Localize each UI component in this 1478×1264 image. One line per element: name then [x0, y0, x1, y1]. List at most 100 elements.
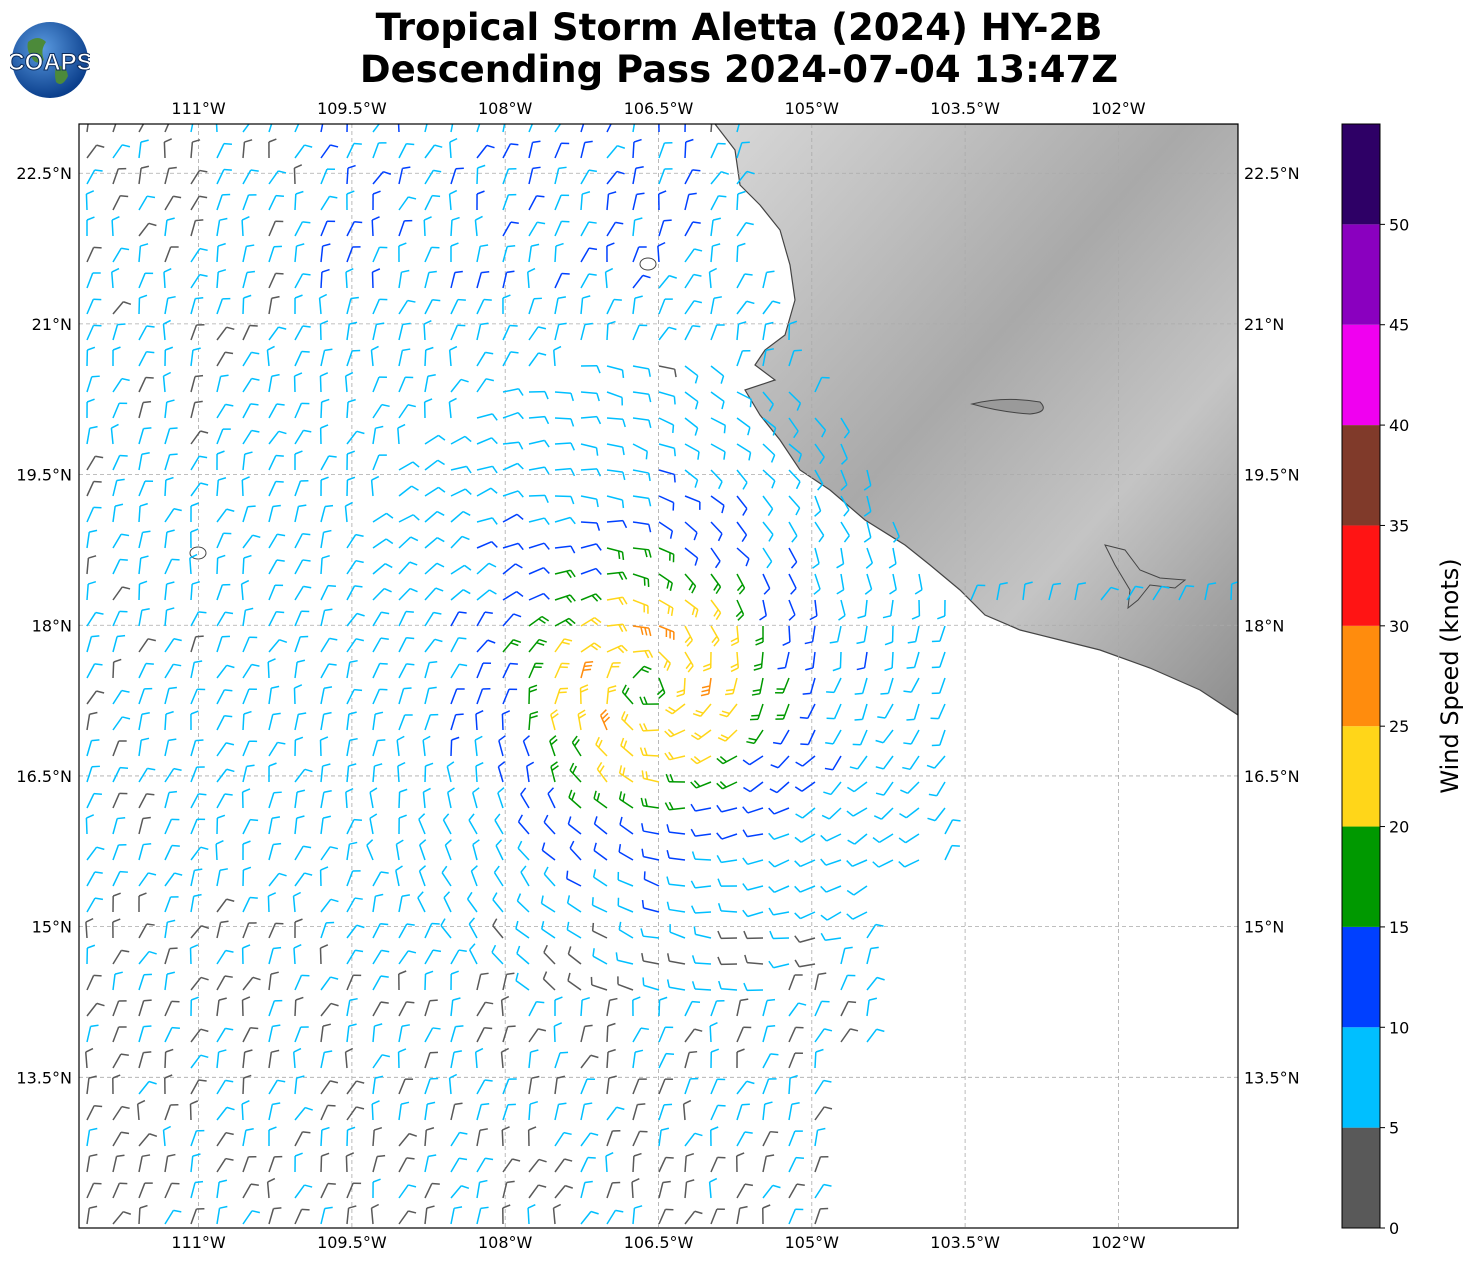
wind-barb [863, 521, 872, 543]
wind-barb [743, 781, 764, 793]
wind-barb [690, 880, 712, 889]
wind-barb [450, 298, 466, 315]
wind-barb [441, 865, 452, 887]
wind-barb [502, 351, 519, 367]
wind-barb [553, 1022, 563, 1043]
wind-barb [242, 922, 257, 939]
wind-barb [112, 533, 130, 549]
wind-barb [164, 971, 176, 991]
wind-barb [346, 974, 362, 991]
wind-barb [571, 735, 582, 757]
wind-barb [268, 245, 282, 263]
wind-barb [112, 1026, 127, 1043]
wind-barb [216, 793, 233, 809]
wind-barb [658, 1156, 674, 1173]
wind-barb [112, 377, 130, 393]
wind-barb [528, 243, 540, 263]
wind-barb [658, 1052, 675, 1069]
lon-tick-bottom: 108°W [478, 1233, 533, 1252]
wind-barb [450, 270, 463, 289]
wind-barb [762, 348, 774, 367]
wind-barb [164, 529, 175, 549]
wind-barb [138, 139, 149, 159]
wind-barb [372, 711, 384, 731]
wind-barb [666, 850, 686, 861]
wind-barb [86, 1104, 103, 1121]
wind-barb [268, 403, 285, 419]
wind-barb [190, 710, 199, 731]
wind-barb [502, 221, 519, 237]
wind-barb [446, 761, 455, 783]
wind-barb [320, 1104, 336, 1121]
wind-barb [346, 321, 358, 341]
wind-barb [164, 844, 180, 861]
wind-barb [749, 703, 764, 721]
wind-barb [554, 1184, 573, 1199]
wind-barb [398, 970, 407, 991]
wind-barb [736, 573, 746, 595]
wind-barb [216, 351, 234, 367]
wind-barb [294, 144, 313, 159]
wind-barb [344, 501, 353, 523]
wind-barb [190, 482, 209, 497]
wind-barb [371, 1100, 380, 1121]
wind-barb [372, 662, 388, 679]
wind-barb [606, 1022, 616, 1043]
wind-barb [643, 871, 660, 887]
wind-barb [112, 167, 127, 185]
wind-barb [476, 1001, 494, 1017]
wind-barb [216, 1106, 235, 1121]
wind-barb [450, 535, 470, 549]
wind-barb [190, 169, 208, 185]
wind-barb [618, 765, 634, 783]
wind-barb [666, 824, 686, 835]
wind-barb [554, 594, 576, 603]
wind-barb [491, 944, 504, 965]
wind-barb [736, 521, 748, 543]
wind-barb [840, 521, 850, 543]
wind-barb [372, 298, 388, 315]
wind-barb [138, 376, 154, 393]
wind-barb [216, 326, 235, 341]
wind-barb [216, 715, 233, 731]
wind-barb [398, 514, 420, 523]
wind-barb [730, 625, 740, 647]
wind-barb [320, 398, 330, 419]
wind-barb [418, 865, 427, 887]
wind-barb [664, 801, 686, 811]
wind-barb [190, 611, 207, 627]
wind-barb [424, 1127, 435, 1147]
wind-barb [751, 677, 764, 696]
wind-barb [450, 510, 471, 523]
wind-barb [907, 625, 920, 644]
lon-tick-bottom: 106.5°W [624, 1233, 694, 1252]
wind-barb [502, 613, 522, 627]
wind-barb [164, 399, 175, 419]
wind-barb [854, 677, 868, 695]
wind-barb [294, 585, 312, 601]
wind-barb [267, 892, 277, 913]
wind-barb [606, 997, 618, 1017]
wind-barb [658, 573, 673, 591]
wind-barb [450, 1185, 470, 1199]
wind-barb [795, 755, 816, 767]
wind-barb [528, 517, 550, 525]
wind-barb [86, 635, 100, 653]
wind-barb [216, 635, 230, 653]
wind-barb [398, 950, 417, 965]
wind-barb [606, 443, 625, 456]
wind-barb [580, 996, 590, 1017]
wind-barb [580, 1180, 593, 1199]
wind-barb [742, 755, 764, 766]
wind-barb [190, 347, 201, 367]
wind-barb [216, 268, 227, 289]
wind-barb [346, 841, 358, 861]
wind-barb [86, 1024, 99, 1043]
wind-barb [424, 144, 443, 159]
wind-barb [580, 1132, 599, 1147]
wind-barb [112, 478, 125, 497]
wind-barb [502, 662, 518, 679]
wind-barb [86, 897, 104, 913]
wind-barb [742, 909, 764, 918]
wind-barb [554, 1158, 573, 1173]
